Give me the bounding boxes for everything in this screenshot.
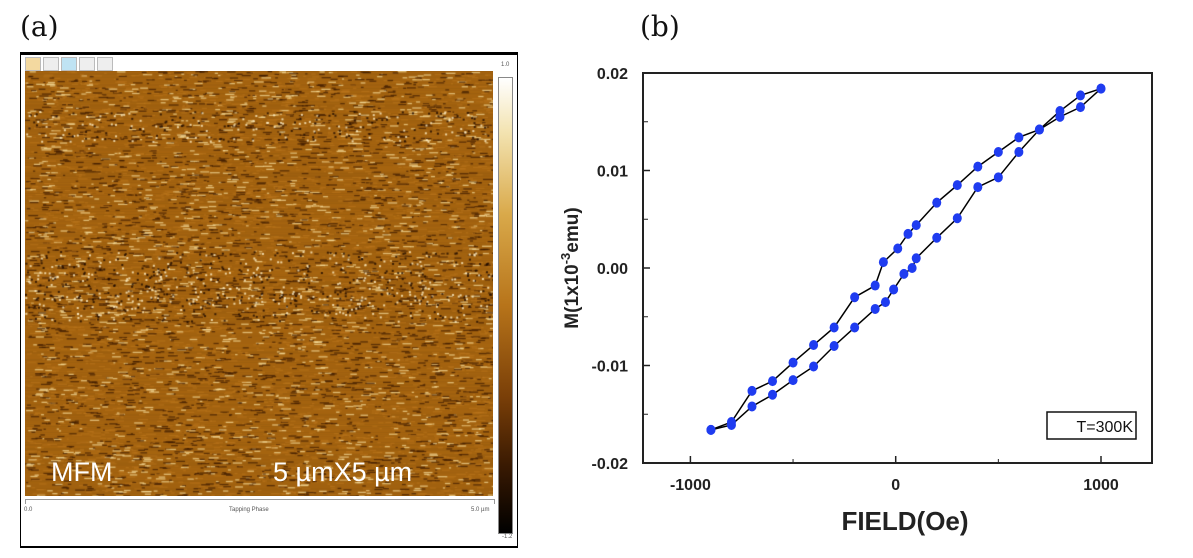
- data-point: [850, 322, 860, 333]
- data-point: [1075, 90, 1085, 101]
- image-toolbar: [25, 57, 113, 71]
- data-point: [726, 419, 736, 430]
- y-tick-label: -0.02: [592, 456, 629, 473]
- data-point: [973, 182, 983, 193]
- data-point: [809, 340, 819, 351]
- data-point: [993, 172, 1003, 183]
- data-point: [952, 213, 962, 224]
- tool-icon: [79, 57, 95, 71]
- data-point: [850, 292, 860, 303]
- data-point: [747, 401, 757, 412]
- colorbar-max: 1.0: [501, 62, 510, 68]
- tool-icon: [97, 57, 113, 71]
- data-point: [706, 424, 716, 435]
- data-point: [973, 161, 983, 172]
- data-point: [889, 284, 899, 295]
- colorbar-min: -1.2: [502, 534, 513, 540]
- y-tick-label: -0.01: [592, 359, 629, 376]
- series-line-0: [710, 87, 1102, 431]
- data-point: [880, 297, 890, 308]
- plot-frame: [642, 72, 1153, 464]
- grid-icon: [43, 57, 59, 71]
- y-tick-label: 0.00: [597, 261, 628, 278]
- data-point: [1055, 111, 1065, 122]
- data-point: [1014, 132, 1024, 143]
- pencil-icon: [25, 57, 41, 71]
- data-point: [1096, 83, 1106, 94]
- data-point: [907, 263, 917, 273]
- data-point: [893, 243, 903, 254]
- colorbar: [498, 77, 513, 534]
- legend-text: T=300K: [1077, 419, 1134, 436]
- data-point: [899, 268, 909, 279]
- axis-start: 0.0: [24, 507, 33, 513]
- data-point: [1034, 124, 1044, 135]
- data-point: [993, 146, 1003, 157]
- data-point: [870, 303, 880, 314]
- x-tick-label: -1000: [670, 477, 711, 494]
- x-tick-label: 0: [891, 477, 900, 494]
- data-point: [1014, 146, 1024, 157]
- y-axis-label-unit: emu): [562, 207, 583, 252]
- data-point: [911, 220, 921, 231]
- x-axis-label: FIELD(Oe): [841, 506, 968, 536]
- mfm-label: MFM: [51, 457, 113, 487]
- data-point: [952, 180, 962, 191]
- data-point: [932, 232, 942, 243]
- data-point: [829, 341, 839, 351]
- data-point: [747, 385, 757, 396]
- y-axis-label: M(1x10-3emu): [558, 207, 583, 328]
- data-point: [878, 257, 888, 268]
- data-point: [788, 375, 798, 386]
- y-tick-label: 0.01: [597, 164, 628, 181]
- data-point: [903, 228, 913, 239]
- data-point: [829, 322, 839, 333]
- x-tick-label: 1000: [1083, 477, 1119, 494]
- panel-a-label: (a): [20, 10, 59, 43]
- scan-size-label: 5 µmX5 µm: [273, 457, 413, 487]
- data-point: [870, 280, 880, 291]
- y-axis-label-exponent: -3: [558, 253, 573, 265]
- mfm-phase-image: [25, 71, 493, 496]
- data-point: [1075, 102, 1085, 113]
- image-axis: [25, 499, 495, 504]
- data-point: [788, 357, 798, 368]
- axis-title: Tapping Phase: [229, 507, 269, 513]
- zoom-icon: [61, 57, 77, 71]
- data-point: [911, 253, 921, 264]
- data-point: [809, 361, 819, 372]
- y-tick-label: 0.02: [597, 66, 628, 83]
- data-point: [932, 197, 942, 208]
- panel-b-label: (b): [640, 10, 680, 43]
- y-axis-label-main: M(1x10: [562, 264, 583, 328]
- legend-box: [1046, 411, 1137, 440]
- axis-end: 5.0 µm: [471, 507, 490, 513]
- mfm-image-panel: MFM 5 µmX5 µm 1.0 -1.2 0.0 Tapping Phase…: [20, 52, 518, 548]
- data-point: [768, 389, 778, 400]
- data-point: [768, 376, 778, 387]
